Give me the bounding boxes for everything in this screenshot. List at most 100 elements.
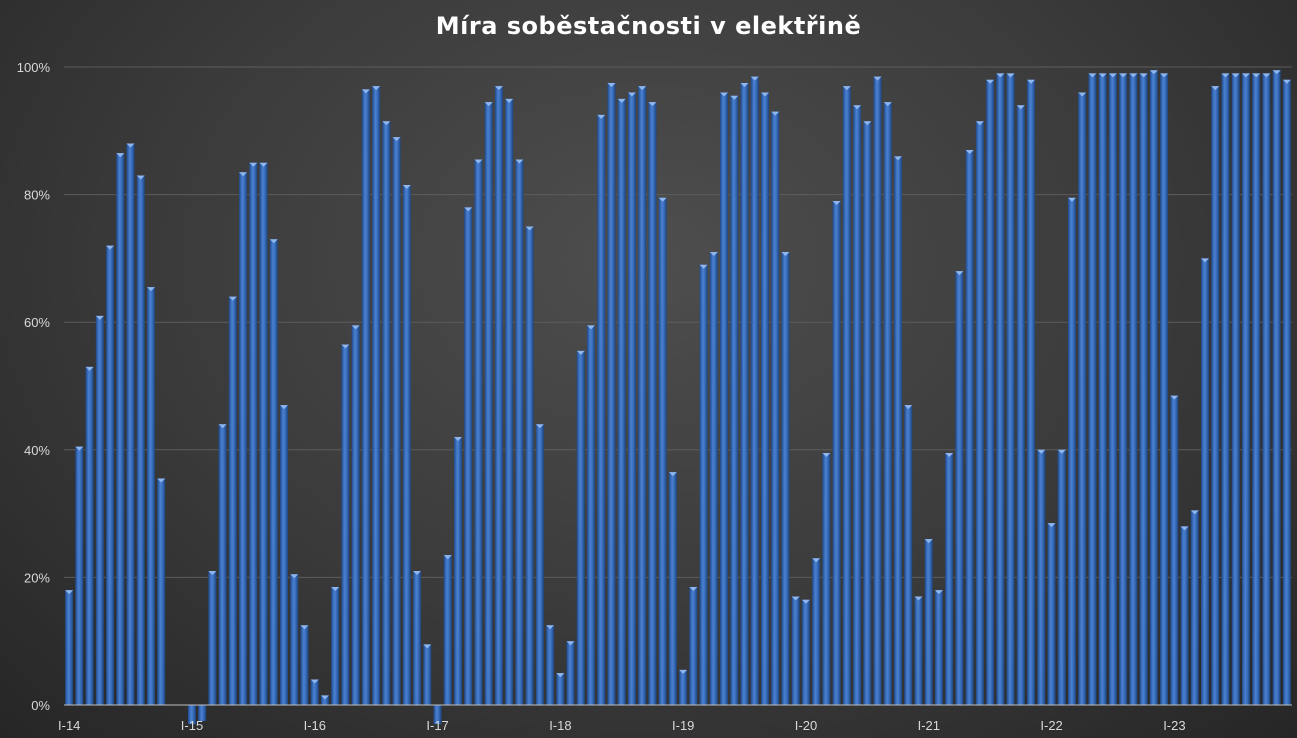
bar [290,574,299,705]
bar [269,239,278,705]
bar-cap [1231,73,1240,78]
bar [300,625,309,705]
bar-cap [791,596,800,601]
bar [1190,510,1199,705]
bar-cap [1047,523,1056,528]
bar [853,105,862,705]
bar [1272,70,1281,705]
bar [1129,73,1138,705]
bar-cap [116,153,125,158]
y-tick-label: 20% [24,570,50,585]
bar [85,366,94,705]
bar [832,200,841,706]
bar [1231,73,1240,705]
bar-cap [965,149,974,154]
bar [924,539,933,705]
bar-cap [259,162,268,167]
bar-cap [515,159,524,164]
bar-cap [853,105,862,110]
bar [597,114,606,706]
bar-cap [924,539,933,544]
bar [75,446,84,705]
x-tick-label: I-22 [1040,718,1062,733]
bar [505,98,514,705]
bar [1211,86,1220,705]
bar-cap [423,644,432,649]
bar-cap [740,82,749,87]
bar [249,162,258,705]
bar-cap [402,185,411,190]
bar-cap [658,197,667,202]
bars [65,70,1291,725]
bar-cap [1067,197,1076,202]
bar-cap [627,92,636,97]
bar-cap [576,350,585,355]
bar-cap [1221,73,1230,78]
bar-cap [535,424,544,429]
bar [1098,73,1107,705]
bar [638,86,647,705]
bar-cap [413,571,422,576]
bar-cap [648,102,657,107]
bar [310,679,319,705]
bar [239,172,248,705]
bar [894,156,903,705]
bar-cap [842,86,851,91]
bar [453,437,462,705]
bar-cap [106,245,115,250]
bar-cap [771,111,780,116]
bar-cap [136,175,145,180]
bar-cap [300,625,309,630]
bar-cap [556,673,565,678]
bar-cap [341,344,350,349]
bar-cap [1211,86,1220,91]
x-tick-label: I-19 [672,718,694,733]
bar [945,452,954,705]
bar-cap [1180,526,1189,531]
bar [157,478,166,705]
bar [965,149,974,705]
x-tick-label: I-16 [304,718,326,733]
bar-cap [730,95,739,100]
bar [1067,197,1076,706]
bar-cap [351,325,360,330]
bar-cap [146,287,155,292]
bar-cap [249,162,258,167]
bar [975,121,984,706]
bar [1221,73,1230,705]
bar-cap [1201,258,1210,263]
bar [1282,79,1291,705]
bar [709,252,718,705]
bar [556,673,565,705]
bar [914,596,923,705]
bar [658,197,667,706]
bar-cap [310,679,319,684]
x-tick-label: I-23 [1163,718,1185,733]
bar [484,102,493,706]
bar-cap [1149,70,1158,75]
bar [413,571,422,705]
bar [372,86,381,705]
bar-cap [1252,73,1261,78]
bar-cap [208,571,217,576]
bar-cap [320,695,329,700]
bar [187,705,196,725]
bar-cap [1088,73,1097,78]
bar-cap [1129,73,1138,78]
bar [627,92,636,705]
bar-cap [1190,510,1199,515]
bar-cap [832,200,841,205]
bar-cap [607,82,616,87]
bar [1139,73,1148,705]
bar [791,596,800,705]
bar-cap [1241,73,1250,78]
bar-cap [392,137,401,142]
bar-cap [228,296,237,301]
bar-cap [587,325,596,330]
bar-cap [75,446,84,451]
bar-cap [883,102,892,107]
chart-title: Míra soběstačnosti v elektřině [435,12,862,40]
x-tick-label: I-20 [795,718,817,733]
bar-cap [1057,449,1066,454]
bar [382,121,391,706]
